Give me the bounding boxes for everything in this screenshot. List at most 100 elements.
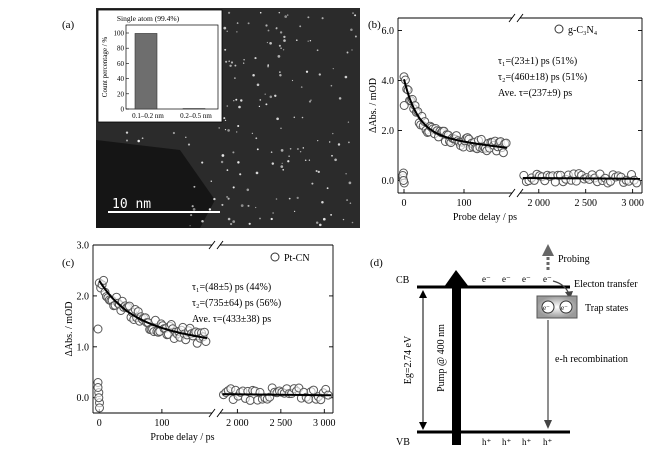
inset-background [97, 9, 223, 123]
inset-y-tick-label: 60 [117, 60, 125, 68]
inset-plot-frame [125, 24, 219, 110]
axis-break-mark [516, 188, 524, 198]
y-tick-label: 0.0 [382, 176, 395, 187]
cb-electron-2: e⁻ [502, 274, 511, 284]
atom-dot [247, 22, 250, 25]
atom-dot [281, 162, 283, 164]
atom-dot [218, 127, 220, 129]
inset-bars [134, 33, 206, 110]
atom-dot [193, 185, 196, 188]
atom-dot [305, 70, 309, 73]
atom-dot [233, 100, 235, 102]
atom-dot [259, 11, 262, 14]
atom-dot [279, 71, 281, 73]
bandgap-arrow-head-top [419, 290, 427, 298]
atom-dot [208, 208, 212, 211]
atom-dot [236, 131, 238, 133]
pump-arrow-head [444, 270, 469, 287]
atom-dot [318, 73, 321, 76]
atom-dot [238, 105, 241, 109]
atom-dot [307, 40, 309, 42]
vb-label: VB [396, 437, 410, 448]
panel-c-tau1: τ₁=(48±5) ps (44%) [192, 282, 271, 293]
atom-dot [227, 197, 230, 200]
vb-hole-4: h⁺ [543, 437, 553, 447]
y-tick-label: 1.0 [77, 342, 90, 353]
atom-dot [201, 161, 204, 164]
panel-b-points [398, 72, 642, 188]
trap-electron-2-label: e⁻ [561, 304, 568, 312]
panel-b-legend-marker [554, 24, 564, 34]
atom-dot [256, 148, 259, 151]
panel-d-label: (d) [370, 257, 383, 269]
atom-dot [321, 200, 324, 204]
atom-dot [201, 219, 204, 223]
atom-dot [237, 124, 240, 128]
atom-dot [288, 155, 290, 157]
atom-dot [342, 218, 345, 221]
atom-dot [269, 41, 272, 45]
y-tick-label: 4.0 [382, 76, 395, 87]
inset-y-ticks: 0 20 40 60 80 100 [114, 30, 129, 114]
atom-dot [254, 57, 257, 60]
atom-dot [224, 128, 227, 131]
atom-dot [348, 141, 350, 144]
atom-dot [279, 74, 282, 77]
atom-dot [267, 29, 270, 32]
atom-dot [234, 77, 236, 79]
atom-dot [322, 217, 326, 221]
atom-dot [308, 159, 311, 161]
panel-c-points [93, 275, 333, 413]
atom-dot [276, 117, 279, 121]
x-tick-label: 2 500 [574, 198, 597, 209]
atom-dot [236, 22, 239, 24]
trap-electron-2 [559, 300, 573, 314]
panel-b-axes: 0.0 2.0 4.0 6.0 0 100 2 000 2 500 3 000 ΔAbs. / m… [368, 13, 644, 223]
data-point [95, 403, 104, 413]
panel-c-label: (c) [62, 257, 75, 269]
atom-dot [291, 79, 294, 82]
atom-dot [264, 93, 266, 95]
atom-dot [189, 225, 191, 227]
atom-dot [346, 199, 349, 202]
atom-dot [220, 160, 224, 164]
y-tick-label: 3.0 [77, 241, 90, 252]
panel-c-legend-text: Pt-CN [284, 253, 310, 264]
data-point [399, 176, 408, 185]
atom-dot [223, 26, 227, 30]
data-point [632, 178, 642, 188]
vb-hole-3: h⁺ [522, 437, 532, 447]
panel-c-late-fit-line [222, 393, 332, 397]
y-tick-label: 0.0 [77, 393, 90, 404]
cb-electron-3: e⁻ [522, 274, 531, 284]
x-tick-label: 3 000 [621, 198, 644, 209]
atom-dot [227, 129, 230, 132]
axis-break-mark [216, 408, 224, 418]
cb-electron-4: e⁻ [543, 274, 552, 284]
atom-dot [230, 61, 234, 64]
x-tick-label: 0 [402, 198, 407, 209]
atom-dot [226, 105, 229, 107]
atom-dot [246, 188, 250, 192]
atom-dot [237, 161, 240, 164]
atom-dot [296, 196, 299, 200]
atom-dot [141, 137, 144, 140]
atom-dot [302, 147, 305, 149]
atom-dot [258, 105, 261, 108]
electron-transfer-label: Electon transfer [574, 279, 638, 290]
atom-dot [330, 213, 333, 216]
data-point [498, 148, 508, 158]
stem-image-dark-region [96, 140, 215, 228]
atom-dot [354, 35, 357, 38]
probing-label: Probing [558, 254, 590, 265]
y-tick-label: 6.0 [382, 26, 395, 37]
atom-dot [308, 100, 312, 103]
inset-bar [134, 33, 158, 110]
scale-bar-label: 10 nm [112, 197, 151, 212]
data-point [399, 101, 409, 110]
atom-dot [125, 131, 129, 134]
atom-dot [229, 222, 233, 226]
atom-dot [352, 12, 354, 14]
inset-y-tick-label: 20 [117, 90, 125, 98]
atom-dot [251, 132, 254, 135]
